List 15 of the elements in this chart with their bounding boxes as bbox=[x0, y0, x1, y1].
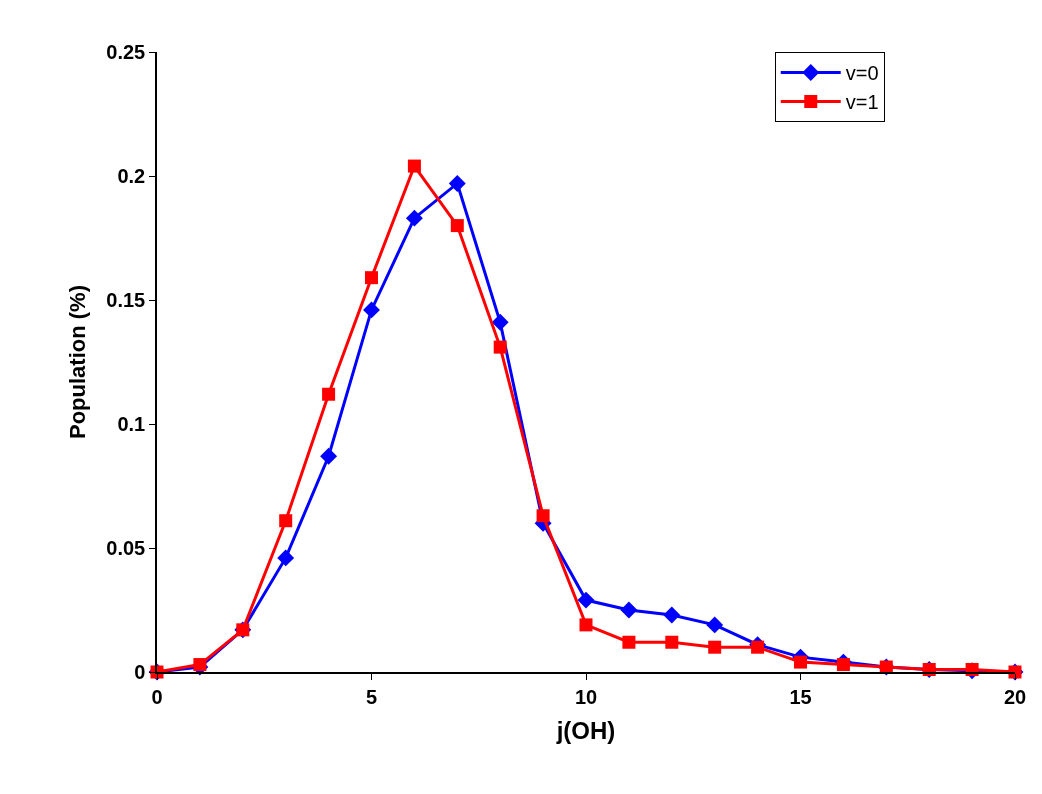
y-axis-title: Population (%) bbox=[64, 285, 90, 439]
legend-label: v=0 bbox=[845, 62, 879, 85]
x-tick-label: 5 bbox=[365, 685, 378, 708]
x-tick-label: 20 bbox=[1003, 685, 1027, 708]
y-tick-label: 0.25 bbox=[106, 41, 146, 63]
x-axis-title: j(OH) bbox=[555, 716, 616, 744]
y-tick-label: 0.15 bbox=[106, 289, 146, 311]
x-tick-label: 10 bbox=[574, 685, 598, 708]
legend-label: v=1 bbox=[845, 91, 879, 114]
y-tick-label: 0.05 bbox=[106, 537, 146, 559]
y-tick-label: 0.1 bbox=[117, 413, 146, 435]
y-tick-label: 0.2 bbox=[117, 165, 146, 187]
y-tick-label: 0 bbox=[134, 661, 146, 683]
x-tick-label: 15 bbox=[789, 685, 812, 708]
x-tick-label: 0 bbox=[151, 685, 163, 708]
